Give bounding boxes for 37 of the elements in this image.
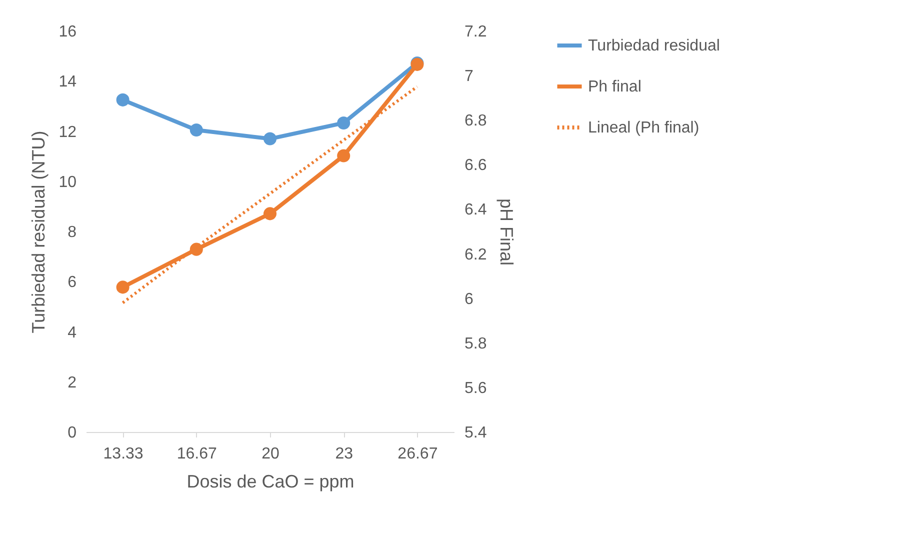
y-tick-label: 0	[68, 424, 77, 442]
point	[116, 280, 130, 294]
y-tick-label: 10	[58, 174, 77, 191]
y2-tick-label: 5.4	[464, 424, 487, 442]
y-tick-label: 6	[68, 274, 77, 292]
y2-tick-label: 5.8	[464, 335, 487, 352]
y-axis-title: Turbiedad residual (NTU)	[28, 130, 49, 334]
x-tick-label: 26.67	[398, 446, 438, 462]
x-tick-label: 20	[262, 446, 280, 462]
legend-label: Ph final	[588, 78, 642, 96]
point	[116, 93, 130, 106]
x-tick-label: 16.67	[176, 446, 218, 462]
point	[190, 123, 203, 137]
point	[337, 149, 350, 162]
legend-label: Turbiedad residual	[588, 38, 720, 54]
y-tick-label: 8	[68, 224, 77, 241]
y2-tick-label: 6	[464, 290, 474, 308]
x-tick-label: 13.33	[103, 446, 144, 462]
y-tick-label: 16	[58, 24, 77, 40]
y-tick-label: 12	[58, 124, 77, 141]
y2-tick-label: 6.6	[464, 157, 487, 174]
y-tick-label: 2	[68, 374, 77, 392]
point	[263, 207, 277, 220]
y2-tick-label: 7.2	[464, 24, 487, 40]
y2-tick-label: 6.2	[464, 246, 487, 264]
y2-tick-label: 6.4	[464, 202, 487, 219]
legend-label: Lineal (Ph final)	[588, 120, 700, 136]
y2-tick-label: 5.6	[464, 380, 487, 397]
x-tick-label: 23	[335, 446, 354, 462]
y-tick-label: 4	[68, 324, 77, 342]
y2-tick-label: 6.8	[464, 112, 487, 130]
y2-tick-label: 7	[464, 68, 474, 86]
point	[263, 132, 277, 146]
y-tick-label: 14	[58, 74, 77, 91]
point	[337, 116, 350, 130]
y2-axis-title: pH Final	[496, 198, 517, 266]
x-axis-title: Dosis de CaO = ppm	[186, 472, 354, 492]
